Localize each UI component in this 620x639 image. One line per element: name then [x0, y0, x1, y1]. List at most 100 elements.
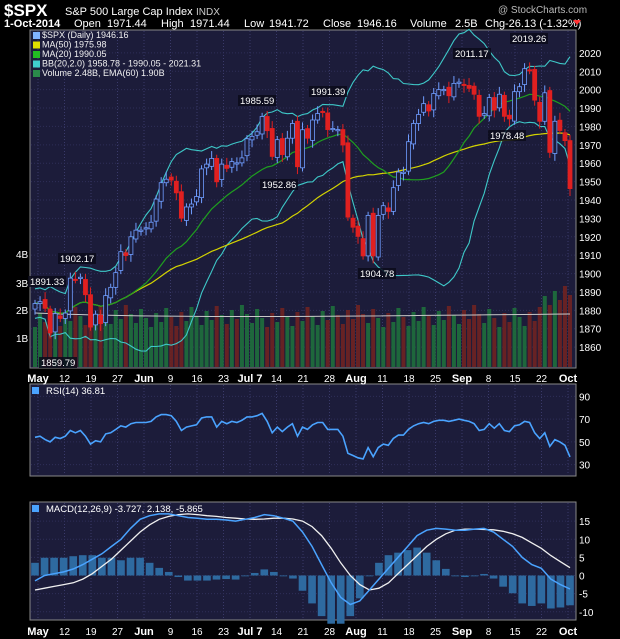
candle-body [350, 217, 356, 228]
candle-body [330, 128, 336, 131]
price-annotation: 1978.48 [490, 131, 524, 142]
price-axis-tick: 1950 [579, 178, 602, 189]
candle-body [542, 92, 548, 122]
price-axis-tick: 1870 [579, 325, 602, 336]
price-axis-tick: 1920 [579, 233, 602, 244]
x-axis-label-bottom: Oct [559, 626, 578, 638]
macd-histogram-bar [203, 575, 211, 581]
x-axis-label: 21 [297, 374, 309, 385]
volume-bar [497, 327, 502, 367]
candle-body [395, 171, 401, 186]
open-value: 1971.44 [107, 18, 147, 30]
x-axis-label: Oct [559, 373, 578, 385]
x-axis-label-bottom: May [27, 626, 49, 638]
rsi-series-line [34, 412, 571, 460]
price-axis-tick: 1940 [579, 196, 602, 207]
macd-histogram-bar [126, 557, 135, 576]
macd-histogram-bar [136, 557, 144, 576]
rsi-axis-tick: 70 [579, 415, 591, 426]
candle-body [199, 168, 204, 199]
volume-bar [305, 307, 310, 367]
x-axis-label: 23 [218, 374, 230, 385]
macd-histogram-bar [193, 575, 202, 581]
close-value: 1946.16 [357, 18, 397, 30]
candle-body [431, 93, 437, 111]
volume-bar [552, 291, 557, 367]
x-axis-label: 8 [486, 374, 492, 385]
volume-axis-tick: 2B [16, 306, 29, 317]
volume-bar [219, 315, 224, 367]
rsi-legend-swatch [32, 387, 39, 394]
price-annotation: 1902.17 [60, 254, 94, 265]
volume-bar [224, 324, 229, 367]
candle-body [153, 198, 159, 222]
volume-axis-tick: 1B [16, 334, 29, 345]
price-axis-tick: 1880 [579, 306, 602, 317]
volume-bar [199, 325, 204, 367]
volume-bar [154, 313, 159, 367]
legend-swatch [33, 32, 40, 39]
volume-bar [295, 312, 300, 367]
volume-bar [260, 318, 265, 367]
price-axis-tick: 1960 [579, 159, 602, 170]
candle-body [93, 313, 98, 326]
down-arrow-icon [573, 20, 581, 25]
candle-body [355, 225, 361, 237]
candle-body [345, 142, 351, 218]
volume-bar [234, 319, 239, 367]
price-axis-tick: 1860 [579, 343, 602, 354]
candle-body [390, 187, 396, 212]
volume-bar [73, 307, 78, 367]
volume-bar [83, 325, 88, 367]
macd-histogram-bar [241, 575, 249, 577]
volume-bar [93, 320, 98, 367]
volume-bar [189, 307, 194, 367]
candle-body [173, 180, 179, 194]
volume-bar [118, 319, 123, 367]
macd-histogram-bar [40, 557, 49, 576]
legend-swatch [33, 41, 40, 49]
candle-body [401, 171, 406, 174]
volume-bar [396, 308, 401, 367]
low-value: 1941.72 [269, 18, 309, 30]
candle-body [512, 91, 517, 122]
volume-bar [285, 317, 290, 367]
volume-bar [144, 318, 149, 367]
macd-histogram-bar [518, 575, 527, 604]
candle-body [143, 227, 149, 230]
rsi-axis-tick: 30 [579, 461, 591, 472]
macd-histogram-bar [145, 562, 154, 576]
macd-histogram-bar [260, 569, 269, 576]
volume-bar [411, 312, 416, 367]
price-axis-tick: 2010 [579, 67, 602, 78]
candle-body [209, 158, 215, 167]
volume-bar [381, 327, 386, 367]
macd-histogram-bar [107, 557, 116, 576]
high-label: High [161, 18, 184, 30]
macd-histogram-bar [470, 575, 479, 577]
volume-bar [472, 305, 477, 367]
candle-body [517, 86, 522, 93]
candle-body [501, 94, 507, 117]
volume-bar [340, 324, 345, 367]
macd-histogram-bar [480, 573, 488, 576]
candle-body [416, 114, 421, 124]
macd-histogram-bar [499, 575, 507, 587]
symbol-text: $SPX [4, 1, 48, 20]
macd-axis-tick: 0 [579, 572, 585, 583]
volume-bar [462, 310, 467, 367]
x-axis-label: 19 [85, 374, 97, 385]
macd-histogram-bar [88, 555, 97, 576]
volume-bar [88, 311, 93, 367]
candle-body [360, 238, 366, 257]
price-axis-tick: 2020 [579, 49, 602, 60]
macd-axis-tick: 10 [579, 535, 591, 546]
price-axis-tick: 2000 [579, 86, 602, 97]
macd-histogram-bar [537, 575, 546, 604]
x-axis-label-bottom: Jul 7 [237, 626, 262, 638]
price-annotations: 1891.33 1902.17 1859.79 1985.59 1991.39 1952.… [28, 33, 548, 369]
chg-value: -26.13 (-1.32%) [505, 18, 581, 30]
candle-body [88, 294, 93, 328]
candle-body [52, 313, 58, 333]
candle-body [320, 110, 326, 113]
